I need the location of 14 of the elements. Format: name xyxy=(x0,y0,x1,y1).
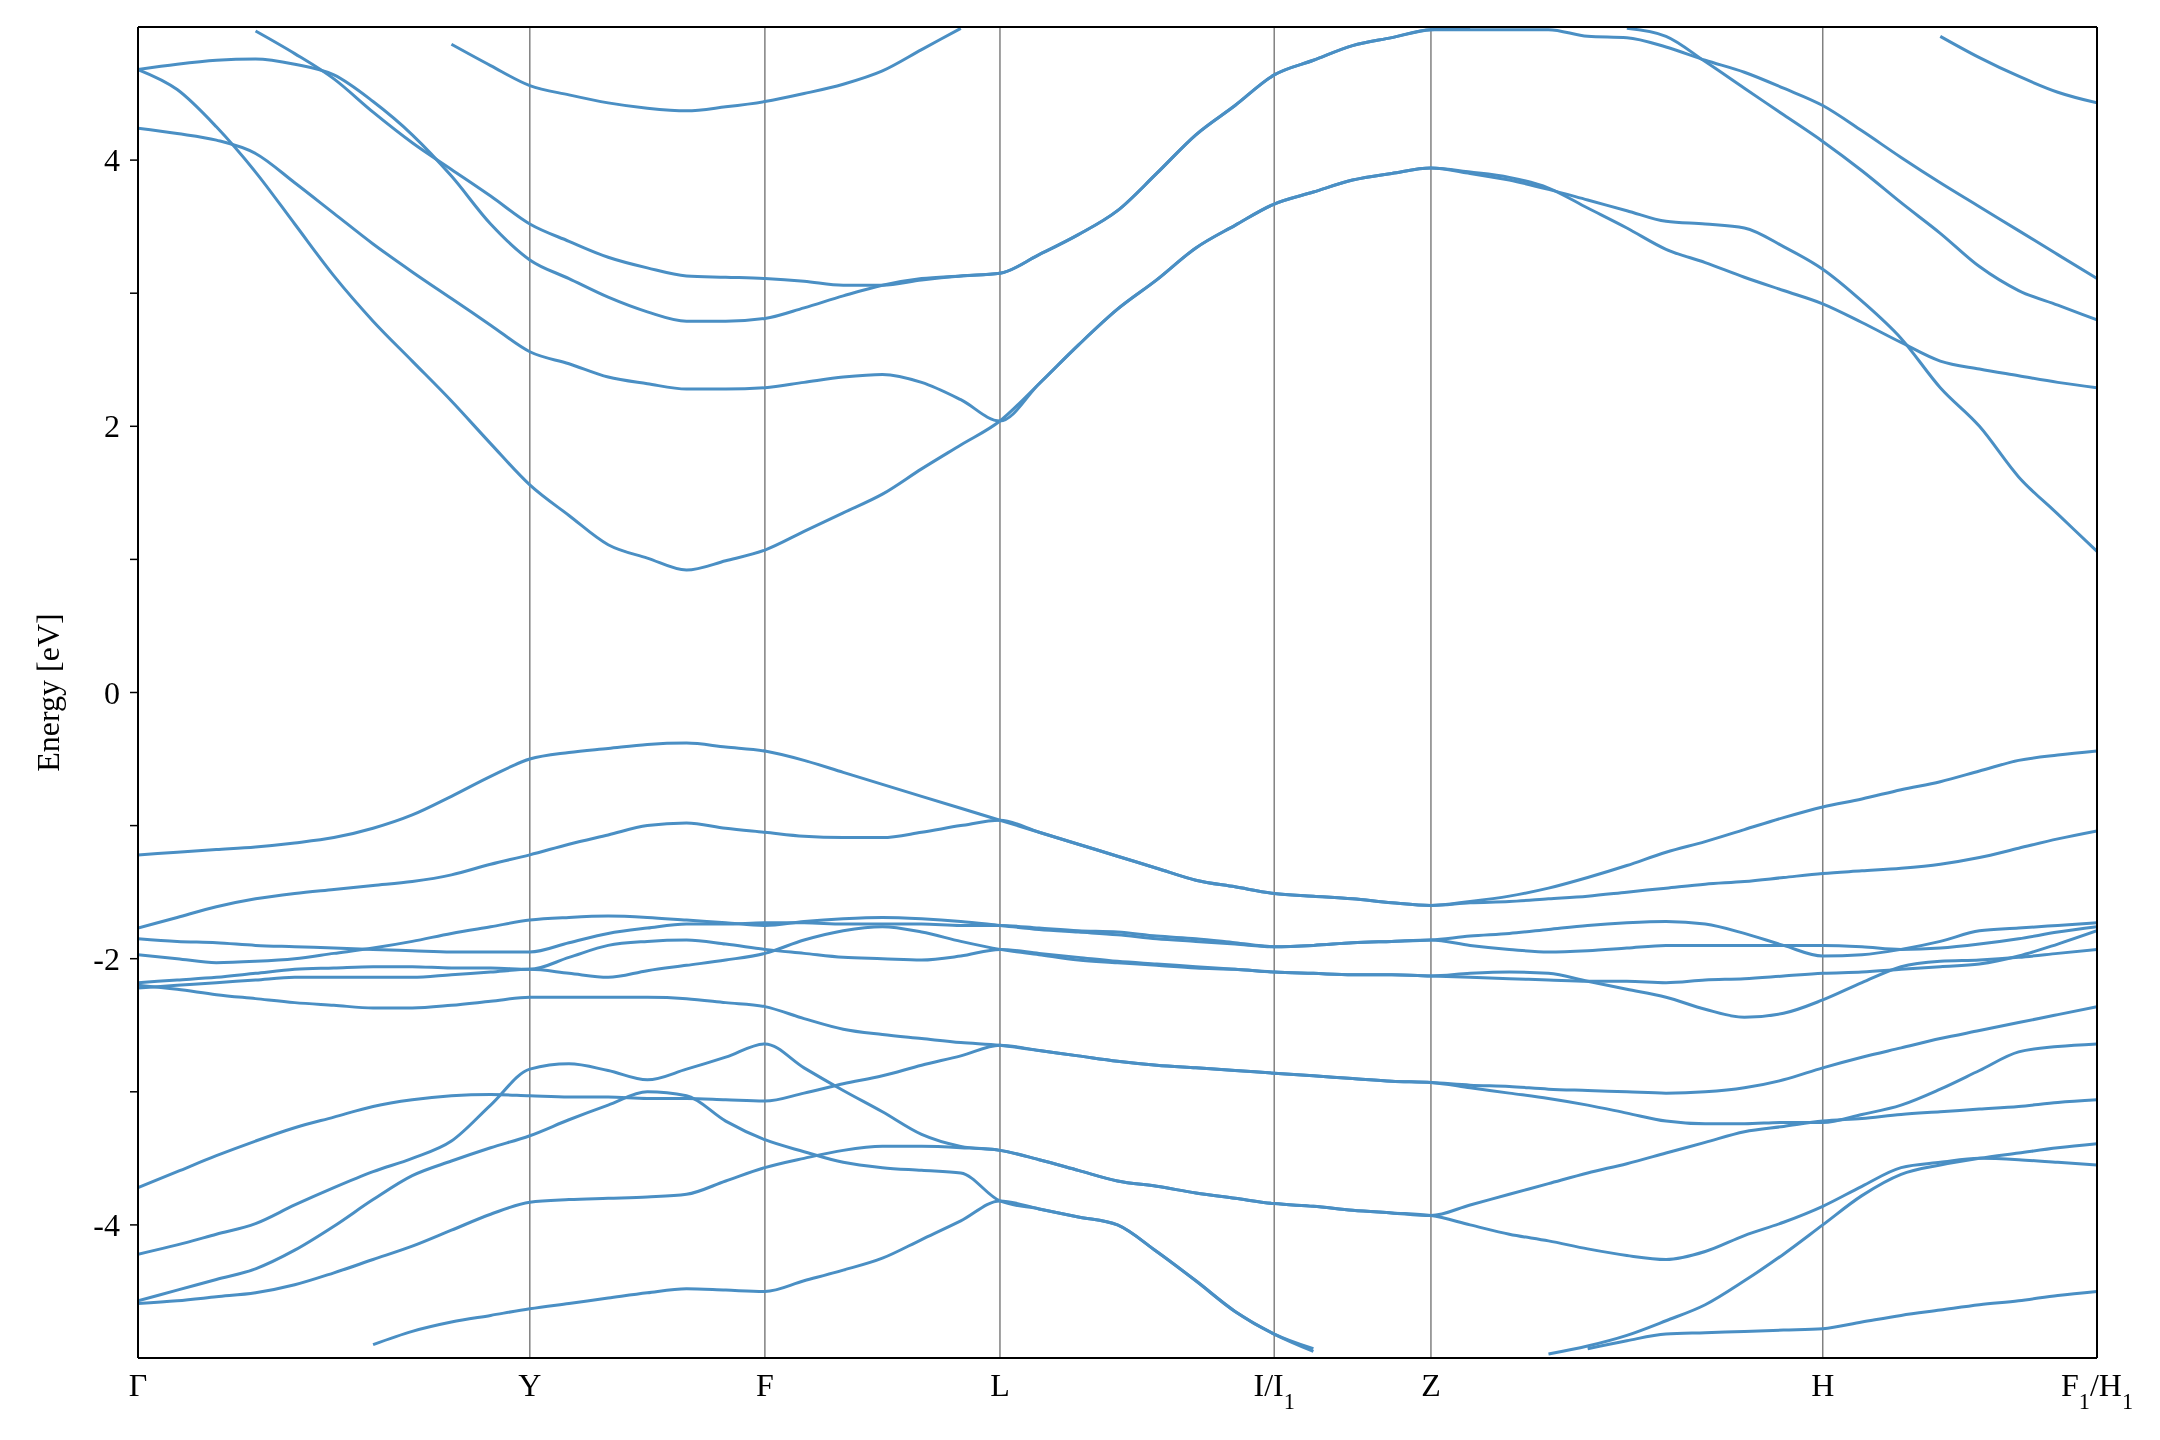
x-tick-label: L xyxy=(990,1367,1010,1403)
y-tick-label: 4 xyxy=(104,142,120,179)
x-tick-label: F$_{1}$/H$_{1}$ xyxy=(2060,1367,2134,1414)
x-tick-label: F xyxy=(755,1367,774,1403)
x-tick-label: Γ xyxy=(128,1367,148,1403)
x-tick-label: Y xyxy=(518,1367,542,1403)
y-tick-label: -4 xyxy=(93,1206,120,1243)
x-tick-label: Z xyxy=(1421,1367,1441,1403)
x-tick-label: I/I$_{1}$ xyxy=(1253,1367,1295,1414)
x-tick-label: H xyxy=(1811,1367,1835,1403)
y-tick-label: -2 xyxy=(93,940,120,977)
y-tick-label: 2 xyxy=(104,408,120,445)
y-tick-label: 0 xyxy=(104,674,120,711)
y-axis-title: Energy [eV] xyxy=(30,613,67,772)
